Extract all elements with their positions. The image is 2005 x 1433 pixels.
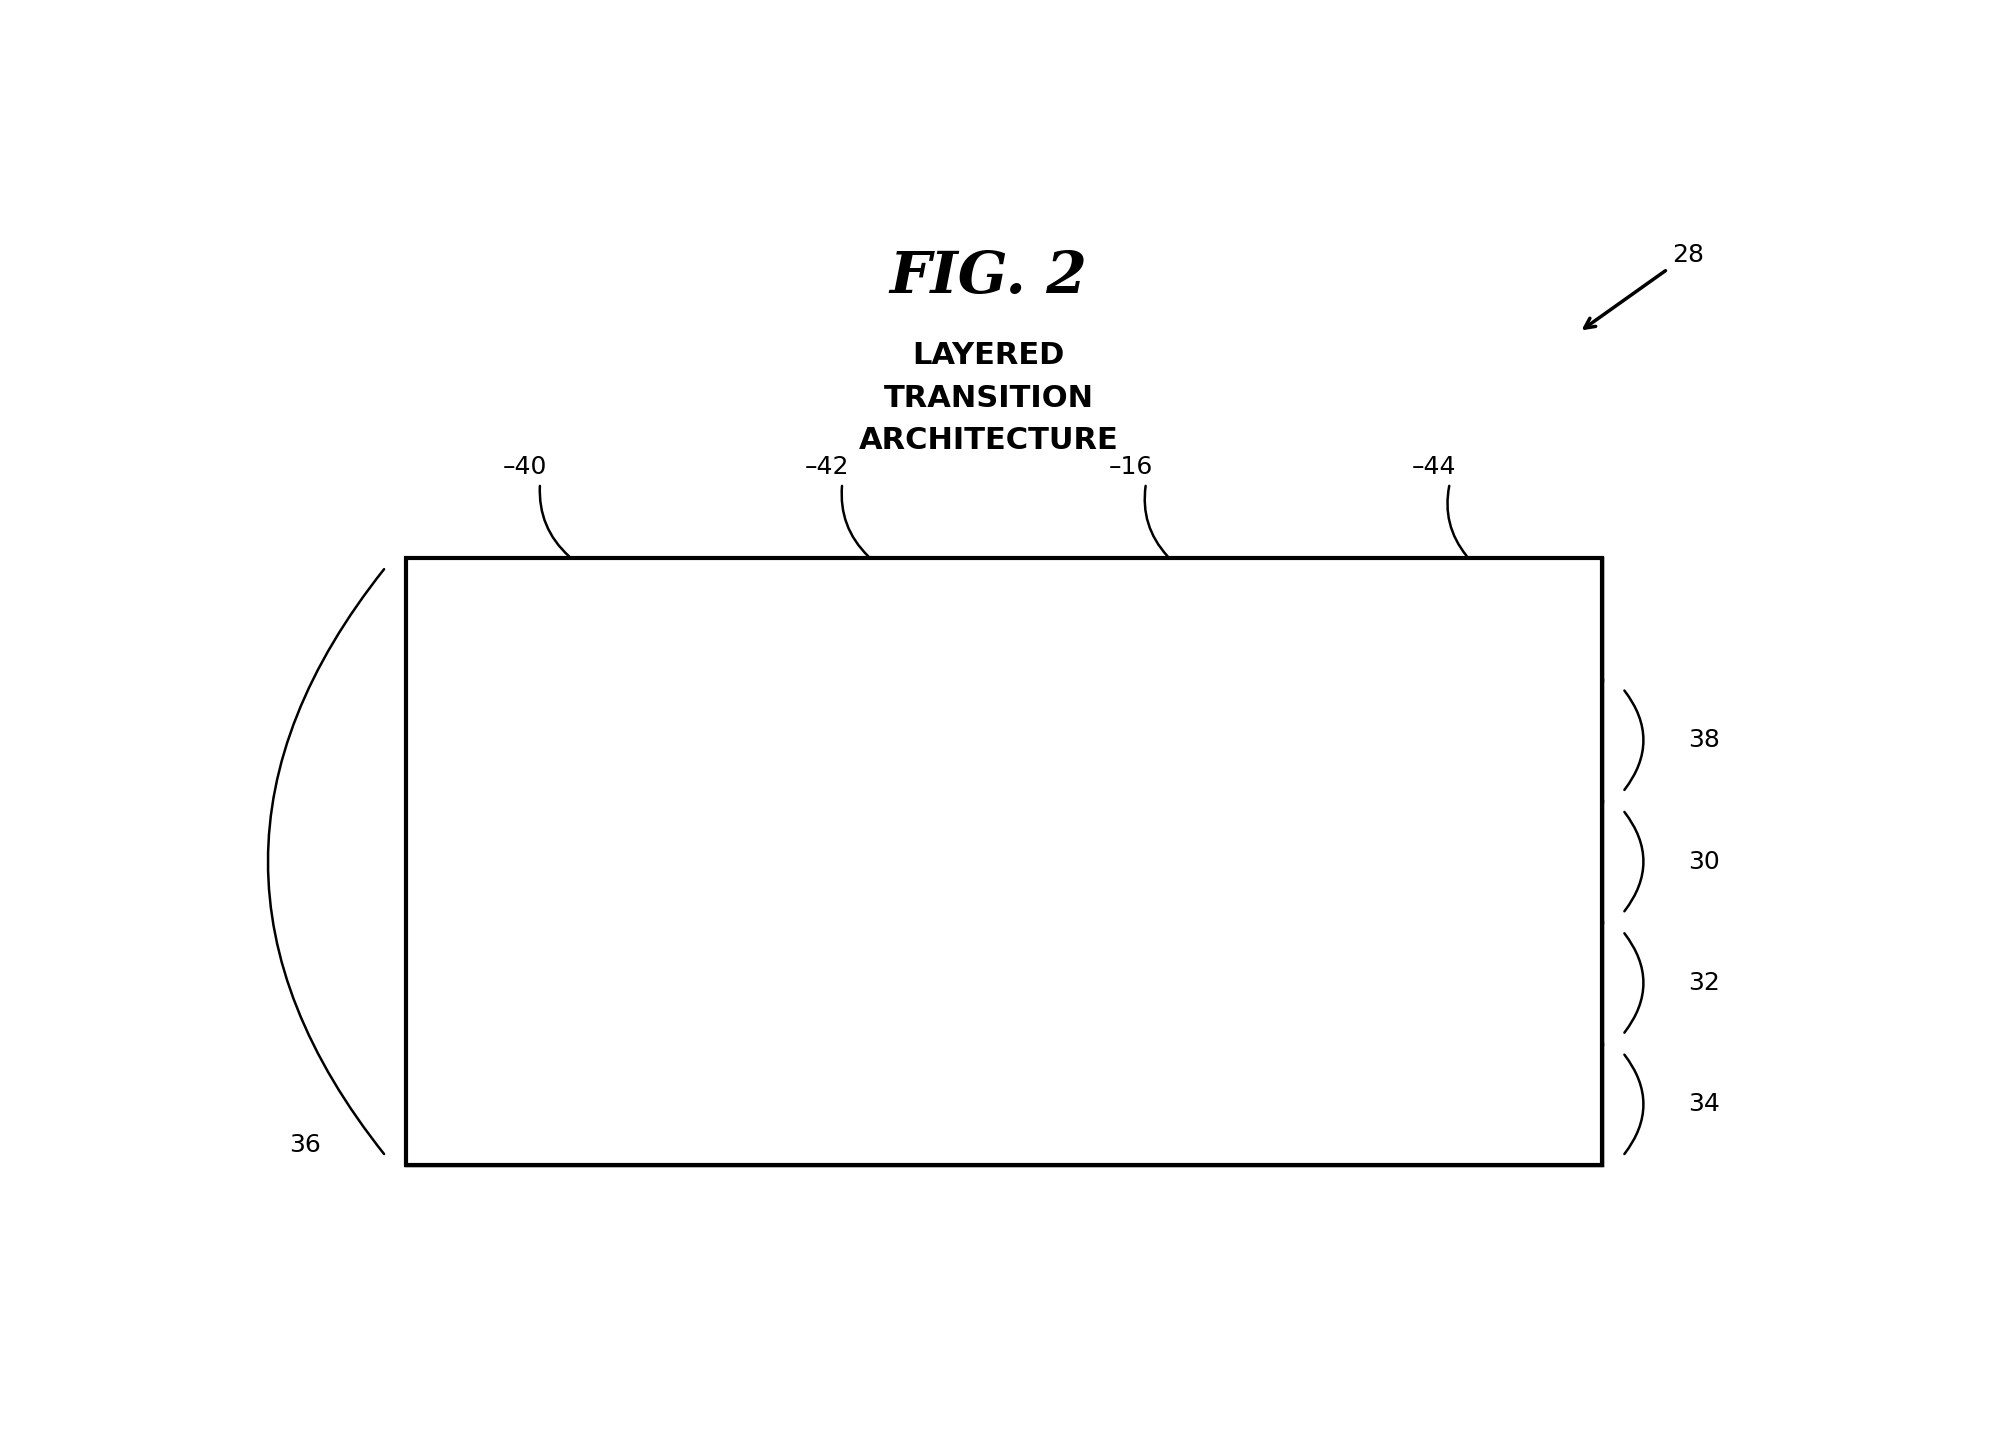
Bar xyxy=(405,557,1602,1165)
Bar xyxy=(405,801,1602,923)
Text: 28: 28 xyxy=(1672,242,1704,267)
Text: TRANSITION CORE PROCESS: TRANSITION CORE PROCESS xyxy=(786,847,1223,876)
Bar xyxy=(405,923,1602,1043)
Text: –42: –42 xyxy=(804,454,848,479)
Text: 34: 34 xyxy=(1688,1092,1720,1116)
Text: LAYERED
TRANSITION
ARCHITECTURE: LAYERED TRANSITION ARCHITECTURE xyxy=(858,341,1119,456)
Text: OUTPUT LAYER: OUTPUT LAYER xyxy=(888,727,1121,754)
Text: OPERATING SYSTEM: OPERATING SYSTEM xyxy=(848,1091,1161,1118)
Text: FIG. 2: FIG. 2 xyxy=(890,248,1087,305)
Text: FILES: FILES xyxy=(1410,605,1496,633)
Text: MESSAGES: MESSAGES xyxy=(770,605,938,633)
Bar xyxy=(405,557,1602,679)
Bar xyxy=(405,1043,1602,1165)
Text: 38: 38 xyxy=(1688,728,1720,752)
Bar xyxy=(405,679,1602,801)
Text: CONTROL MODULE: CONTROL MODULE xyxy=(1135,969,1426,997)
Text: –40: –40 xyxy=(503,454,547,479)
Text: –16: –16 xyxy=(1109,454,1153,479)
Text: 32: 32 xyxy=(1688,972,1720,995)
Text: PLUG-IN MODULES: PLUG-IN MODULES xyxy=(535,969,826,997)
Text: –44: –44 xyxy=(1412,454,1456,479)
Text: 36: 36 xyxy=(289,1134,321,1158)
Text: 30: 30 xyxy=(1688,850,1720,874)
Text: PROTOCOL: PROTOCOL xyxy=(471,605,640,633)
Text: DATABASE: DATABASE xyxy=(1073,605,1235,633)
